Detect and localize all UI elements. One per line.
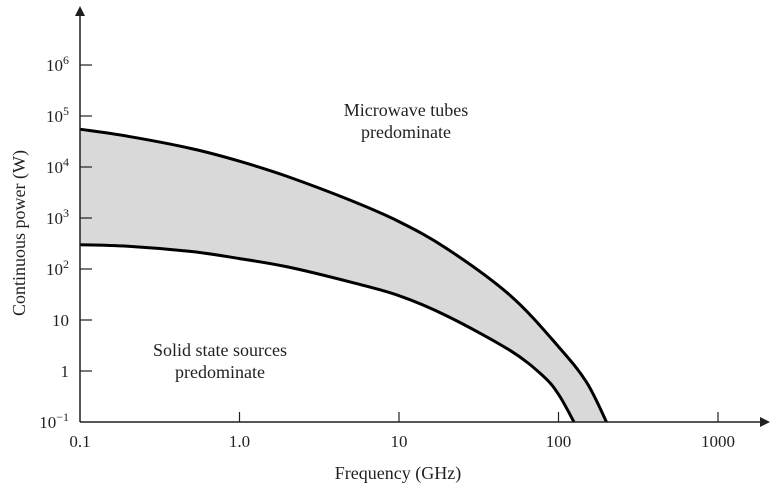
x-axis-title: Frequency (GHz) <box>335 463 461 484</box>
y-tick-label: 102 <box>46 257 69 279</box>
x-tick-label: 10 <box>391 432 408 451</box>
annotations: Microwave tubes predominate Solid state so… <box>153 100 468 382</box>
upper-boundary-line <box>79 127 608 423</box>
power-band-fill <box>80 129 607 422</box>
y-ticks: 10−1 1 10 102 103 104 105 106 <box>39 53 92 432</box>
y-tick-label: 106 <box>46 53 69 75</box>
x-ticks: 0.1 1.0 10 100 1000 <box>69 412 735 451</box>
y-tick-label: 10 <box>52 311 69 330</box>
x-tick-label: 1000 <box>701 432 735 451</box>
y-axis-title: Continuous power (W) <box>9 150 30 316</box>
y-tick-label: 1 <box>61 362 70 381</box>
x-tick-label: 0.1 <box>69 432 90 451</box>
lower-boundary-line <box>79 243 576 423</box>
x-tick-label: 1.0 <box>229 432 250 451</box>
x-tick-label: 100 <box>546 432 572 451</box>
y-tick-label: 105 <box>46 104 69 126</box>
y-tick-label: 10−1 <box>39 410 69 432</box>
y-tick-label: 104 <box>46 155 69 177</box>
solid-state-annotation: Solid state sources predominate <box>153 340 287 382</box>
microwave-tubes-annotation: Microwave tubes predominate <box>344 100 468 142</box>
y-tick-label: 103 <box>46 206 69 228</box>
